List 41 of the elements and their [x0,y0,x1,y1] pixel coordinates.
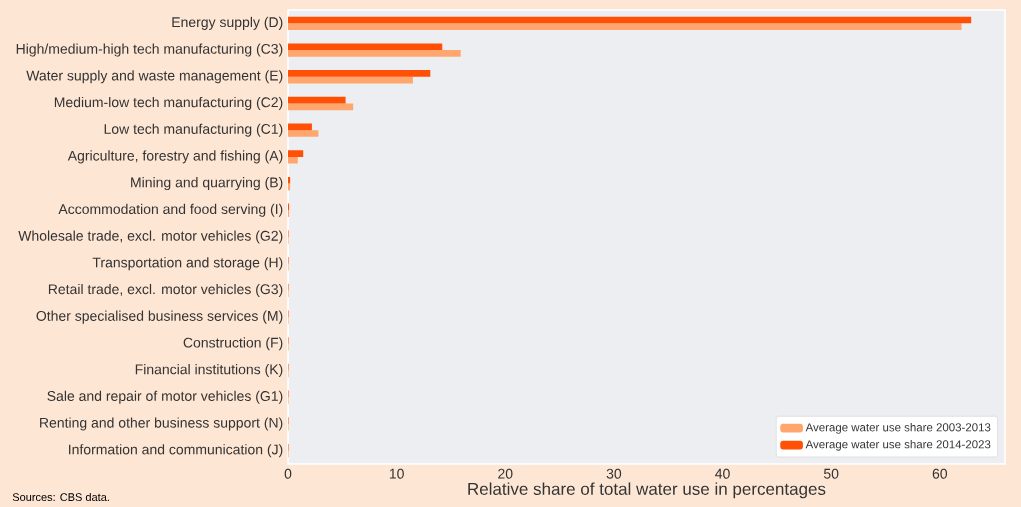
y-tick-label: Information and communication (J) [69,444,283,458]
bar [288,150,304,157]
y-tick-label: Mining and quarrying (B) [131,177,283,191]
y-tick-label: Retail trade, excl. motor vehicles (G3) [48,283,283,297]
bar [288,43,443,51]
y-tick-label: High/medium-high tech manufacturing (C3) [16,43,283,57]
y-tick-label: Energy supply (D) [172,16,283,30]
x-tick-label: 10 [389,468,404,479]
bar [288,50,461,57]
y-tick-label: Transportation and storage (H) [92,257,283,271]
x-tick-label: 20 [498,468,513,479]
y-tick-label: Construction (F) [183,337,283,351]
x-tick-label: 50 [823,468,839,479]
y-tick-label: Other specialised business services (M) [36,310,283,324]
bar [288,16,972,24]
y-tick-label: Accommodation and food serving (I) [58,203,283,217]
bar [288,70,431,77]
legend-label: Average water use share 2003-2013 [805,422,991,434]
bar [288,130,319,137]
x-tick-label: 60 [932,468,948,479]
bar [288,103,354,111]
y-tick-label: Low tech manufacturing (C1) [104,123,283,137]
x-tick-label: 0 [284,468,292,479]
y-tick-label: Wholesale trade, excl. motor vehicles (G2) [18,230,283,244]
bar [288,96,346,104]
bar [288,23,962,31]
bar [288,123,312,131]
y-tick-label: Medium-low tech manufacturing (C2) [54,96,283,110]
bar [288,76,413,84]
bar [288,156,298,164]
y-tick-label: Sale and repair of motor vehicles (G1) [47,390,283,404]
y-tick-label: Water supply and waste management (E) [26,70,283,84]
y-tick-label: Renting and other business support (N) [40,417,283,431]
y-tick-label: Financial institutions (K) [135,364,283,378]
x-tick-label: 40 [715,468,730,479]
legend-label: Average water use share 2014-2023 [805,439,991,451]
bar [288,176,291,184]
x-axis-title: Relative share of total water use in percentages [468,482,826,499]
y-tick-label: Agriculture, forestry and fishing (A) [67,150,283,164]
source-note: Sources: CBS data. [12,492,109,502]
x-tick-label: 30 [606,468,622,479]
